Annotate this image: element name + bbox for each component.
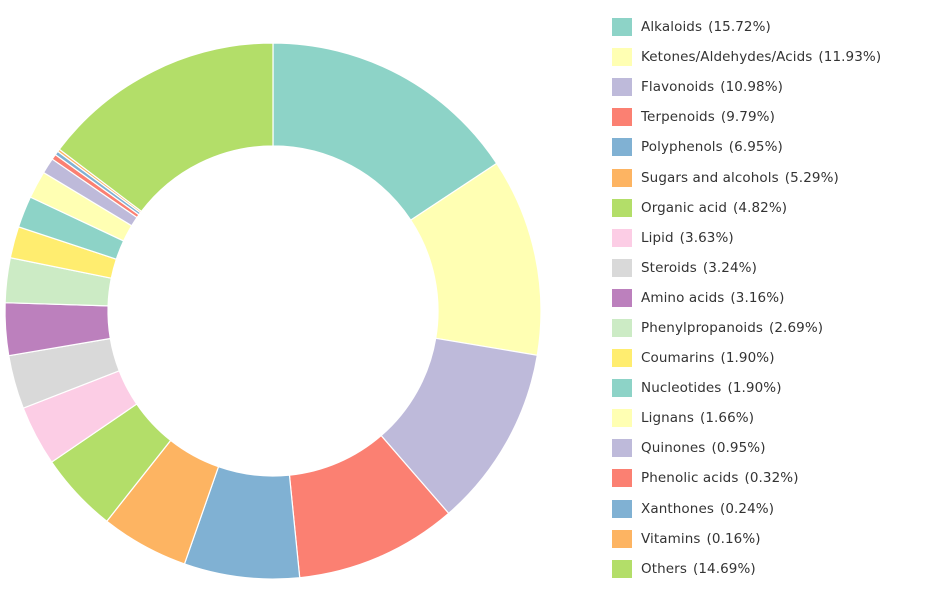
- legend-label-name: Polyphenols: [641, 139, 723, 156]
- legend-swatch: [612, 18, 632, 37]
- legend-label-name: Nucleotides: [641, 380, 722, 397]
- legend-label-name: Phenylpropanoids: [641, 319, 763, 336]
- legend-label-percent: (1.90%): [720, 350, 775, 367]
- legend-label: Sugars and alcohols (5.29%): [641, 170, 839, 186]
- legend-label: Lipid (3.63%): [641, 230, 734, 246]
- legend-swatch: [612, 318, 632, 337]
- legend-label: Terpenoids (9.79%): [641, 109, 775, 125]
- legend-swatch: [612, 138, 632, 157]
- legend-label-percent: (14.69%): [692, 560, 756, 577]
- legend-label-percent: (10.98%): [720, 79, 784, 96]
- legend-label-name: Quinones: [641, 440, 706, 457]
- legend-label-percent: (11.93%): [818, 49, 882, 66]
- legend-item: Phenylpropanoids (2.69%): [612, 313, 932, 343]
- legend: Alkaloids (15.72%) Ketones/Aldehydes/Acids…: [612, 12, 932, 584]
- legend-swatch: [612, 48, 632, 67]
- legend-item: Terpenoids (9.79%): [612, 102, 932, 132]
- donut-chart: [4, 42, 542, 580]
- legend-swatch: [612, 469, 632, 488]
- legend-swatch: [612, 409, 632, 428]
- legend-label-percent: (9.79%): [720, 109, 775, 126]
- legend-label: Lignans (1.66%): [641, 410, 754, 426]
- legend-item: Sugars and alcohols (5.29%): [612, 162, 932, 192]
- legend-swatch: [612, 108, 632, 127]
- legend-label-percent: (0.95%): [711, 440, 766, 457]
- legend-item: Lignans (1.66%): [612, 403, 932, 433]
- legend-label-name: Lipid: [641, 229, 674, 246]
- legend-label: Amino acids (3.16%): [641, 290, 785, 306]
- legend-label: Flavonoids (10.98%): [641, 79, 783, 95]
- legend-label: Nucleotides (1.90%): [641, 380, 782, 396]
- legend-item: Quinones (0.95%): [612, 433, 932, 463]
- legend-label: Quinones (0.95%): [641, 440, 766, 456]
- legend-swatch: [612, 499, 632, 518]
- legend-label-percent: (4.82%): [733, 199, 788, 216]
- legend-label-name: Alkaloids: [641, 19, 703, 36]
- legend-swatch: [612, 288, 632, 307]
- legend-label-name: Steroids: [641, 259, 697, 276]
- legend-swatch: [612, 559, 632, 578]
- legend-label-percent: (0.32%): [744, 470, 799, 487]
- legend-label-name: Ketones/Aldehydes/Acids: [641, 49, 813, 66]
- legend-label-percent: (3.16%): [730, 289, 785, 306]
- legend-label-name: Amino acids: [641, 289, 725, 306]
- slice-others: [58, 42, 274, 213]
- legend-swatch: [612, 258, 632, 277]
- legend-label-name: Vitamins: [641, 530, 701, 547]
- legend-label-name: Organic acid: [641, 199, 728, 216]
- legend-item: Alkaloids (15.72%): [612, 12, 932, 42]
- legend-item: Vitamins (0.16%): [612, 524, 932, 554]
- legend-item: Xanthones (0.24%): [612, 494, 932, 524]
- legend-label-percent: (3.24%): [702, 259, 757, 276]
- legend-item: Others (14.69%): [612, 554, 932, 584]
- legend-swatch: [612, 168, 632, 187]
- legend-label-percent: (15.72%): [708, 19, 771, 36]
- legend-label-percent: (1.66%): [699, 410, 755, 427]
- legend-label: Phenolic acids (0.32%): [641, 470, 799, 486]
- legend-label: Organic acid (4.82%): [641, 200, 787, 216]
- legend-item: Phenolic acids (0.32%): [612, 463, 932, 493]
- legend-label-percent: (5.29%): [784, 169, 839, 186]
- legend-label-name: Others: [641, 560, 687, 577]
- legend-label: Polyphenols (6.95%): [641, 139, 783, 155]
- legend-swatch: [612, 529, 632, 548]
- legend-label-name: Terpenoids: [641, 109, 715, 126]
- legend-label: Phenylpropanoids (2.69%): [641, 320, 823, 336]
- legend-label-percent: (2.69%): [769, 319, 824, 336]
- legend-label: Others (14.69%): [641, 561, 756, 577]
- legend-label-percent: (0.16%): [706, 530, 761, 547]
- legend-item: Polyphenols (6.95%): [612, 132, 932, 162]
- legend-swatch: [612, 78, 632, 97]
- legend-item: Steroids (3.24%): [612, 253, 932, 283]
- legend-swatch: [612, 439, 632, 458]
- legend-label: Xanthones (0.24%): [641, 501, 774, 517]
- legend-item: Amino acids (3.16%): [612, 283, 932, 313]
- legend-label-name: Flavonoids: [641, 79, 715, 96]
- donut-svg: [4, 42, 542, 580]
- legend-label-percent: (3.63%): [679, 229, 734, 246]
- legend-label-name: Xanthones: [641, 500, 714, 517]
- legend-item: Lipid (3.63%): [612, 223, 932, 253]
- legend-swatch: [612, 198, 632, 217]
- legend-label-percent: (6.95%): [728, 139, 783, 156]
- legend-label: Vitamins (0.16%): [641, 531, 761, 547]
- legend-label: Alkaloids (15.72%): [641, 19, 771, 35]
- legend-label-name: Coumarins: [641, 350, 715, 367]
- legend-item: Organic acid (4.82%): [612, 193, 932, 223]
- legend-label: Coumarins (1.90%): [641, 350, 775, 366]
- legend-item: Ketones/Aldehydes/Acids (11.93%): [612, 42, 932, 72]
- legend-swatch: [612, 379, 632, 398]
- legend-label-percent: (1.90%): [727, 380, 782, 397]
- legend-item: Coumarins (1.90%): [612, 343, 932, 373]
- legend-label: Ketones/Aldehydes/Acids (11.93%): [641, 49, 881, 65]
- legend-swatch: [612, 349, 632, 368]
- legend-label-name: Lignans: [641, 410, 694, 427]
- legend-label: Steroids (3.24%): [641, 260, 757, 276]
- legend-label-percent: (0.24%): [719, 500, 775, 517]
- legend-item: Nucleotides (1.90%): [612, 373, 932, 403]
- legend-label-name: Phenolic acids: [641, 470, 739, 487]
- legend-label-name: Sugars and alcohols: [641, 169, 779, 186]
- legend-swatch: [612, 228, 632, 247]
- legend-item: Flavonoids (10.98%): [612, 72, 932, 102]
